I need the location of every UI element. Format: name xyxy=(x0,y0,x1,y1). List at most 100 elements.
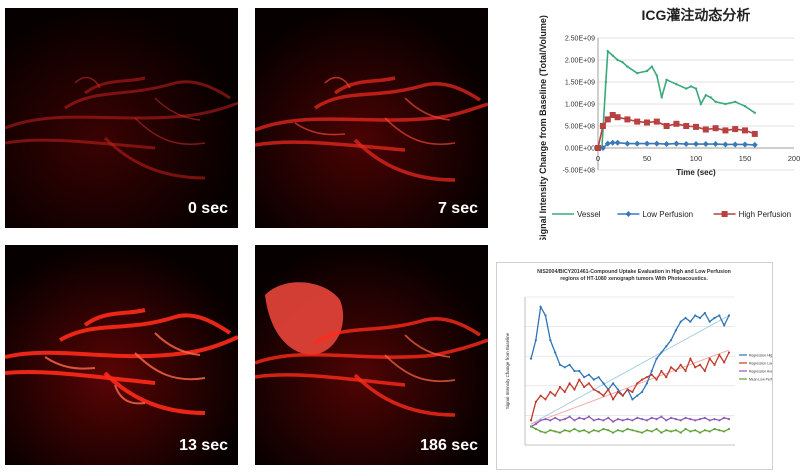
data-point xyxy=(645,382,649,385)
legend-label: Regression Average xyxy=(749,370,772,374)
data-point xyxy=(583,385,586,389)
data-point xyxy=(609,112,616,118)
image-panel-2: 13 sec xyxy=(5,245,238,465)
data-point xyxy=(718,353,721,357)
data-point xyxy=(734,100,737,104)
data-point xyxy=(636,416,639,419)
data-point xyxy=(645,69,649,73)
data-point xyxy=(621,61,624,64)
data-point xyxy=(549,429,552,432)
data-point xyxy=(611,382,615,385)
data-point xyxy=(660,369,663,373)
data-point xyxy=(689,430,692,433)
data-point xyxy=(663,123,670,129)
data-point xyxy=(694,366,697,369)
data-point xyxy=(675,83,678,86)
data-point xyxy=(724,102,727,106)
data-point xyxy=(592,429,595,432)
data-point xyxy=(665,78,668,82)
x-tick-label: 0 xyxy=(596,154,600,163)
data-point xyxy=(587,373,591,376)
data-point xyxy=(592,378,595,381)
data-point xyxy=(558,385,562,389)
data-point xyxy=(660,415,663,418)
data-point xyxy=(742,141,748,148)
chart-title-line: NIS2004/BICY201461-Compound Uptake Evalu… xyxy=(537,269,731,275)
data-point xyxy=(636,382,639,385)
data-point xyxy=(583,418,586,421)
data-point xyxy=(640,390,644,394)
data-point xyxy=(674,429,677,432)
y-tick-label: 2.50E+09 xyxy=(565,36,595,43)
data-point xyxy=(583,429,586,432)
data-point xyxy=(723,324,726,327)
data-point xyxy=(645,429,649,432)
data-point xyxy=(534,339,537,342)
data-point xyxy=(698,316,702,320)
data-point xyxy=(712,141,719,148)
data-point xyxy=(653,118,660,125)
data-point xyxy=(544,418,547,421)
data-point xyxy=(699,102,703,106)
data-point xyxy=(660,351,663,354)
data-point xyxy=(669,366,673,369)
data-point xyxy=(650,416,653,419)
data-point xyxy=(573,427,576,431)
time-label: 7 sec xyxy=(437,200,478,217)
data-point xyxy=(713,427,716,431)
data-point xyxy=(722,127,729,134)
data-point xyxy=(665,429,668,432)
data-point xyxy=(702,141,709,148)
data-point xyxy=(689,320,692,323)
data-point xyxy=(539,430,542,433)
data-point xyxy=(684,369,687,373)
data-point xyxy=(708,357,711,360)
data-point xyxy=(597,430,600,433)
data-point xyxy=(702,126,709,133)
data-point xyxy=(669,430,673,433)
data-point xyxy=(703,429,706,432)
data-point xyxy=(558,419,562,422)
data-point xyxy=(563,418,566,421)
data-point xyxy=(616,390,620,394)
legend-label: Regression Low Perfusion xyxy=(749,362,772,366)
x-tick-label: 150 xyxy=(739,154,752,163)
data-point xyxy=(554,394,557,397)
trendline xyxy=(530,315,730,425)
image-panel-3: 186 sec xyxy=(255,245,488,465)
data-point xyxy=(674,418,677,421)
data-point xyxy=(529,425,533,428)
data-point xyxy=(604,116,611,123)
data-point xyxy=(592,419,595,422)
data-point xyxy=(712,125,719,132)
data-point xyxy=(640,418,644,421)
data-point xyxy=(611,398,615,401)
data-point xyxy=(578,378,581,381)
legend-label: Mean Low Perfusion xyxy=(749,378,772,382)
data-point xyxy=(732,126,739,133)
data-point xyxy=(587,431,591,434)
data-point xyxy=(604,140,611,147)
data-point xyxy=(753,111,756,115)
vessel-image xyxy=(255,8,488,228)
x-axis-label: Time (sec) xyxy=(676,168,716,177)
time-label: 186 sec xyxy=(420,437,478,454)
data-point xyxy=(723,361,726,364)
data-point xyxy=(644,119,650,126)
data-point xyxy=(683,141,690,148)
legend-marker xyxy=(721,211,728,217)
data-point xyxy=(640,378,644,381)
trendline xyxy=(530,349,730,425)
data-point xyxy=(679,419,682,422)
data-point xyxy=(723,430,726,433)
series-line-0 xyxy=(530,304,730,401)
data-point xyxy=(529,419,533,422)
data-point xyxy=(684,416,687,419)
data-point xyxy=(621,394,624,397)
vessel-image xyxy=(255,245,488,465)
data-point xyxy=(714,100,717,104)
data-point xyxy=(723,416,726,419)
data-point xyxy=(708,320,711,323)
data-point xyxy=(722,141,729,148)
legend-label: Regression High Perfusion xyxy=(749,354,772,358)
